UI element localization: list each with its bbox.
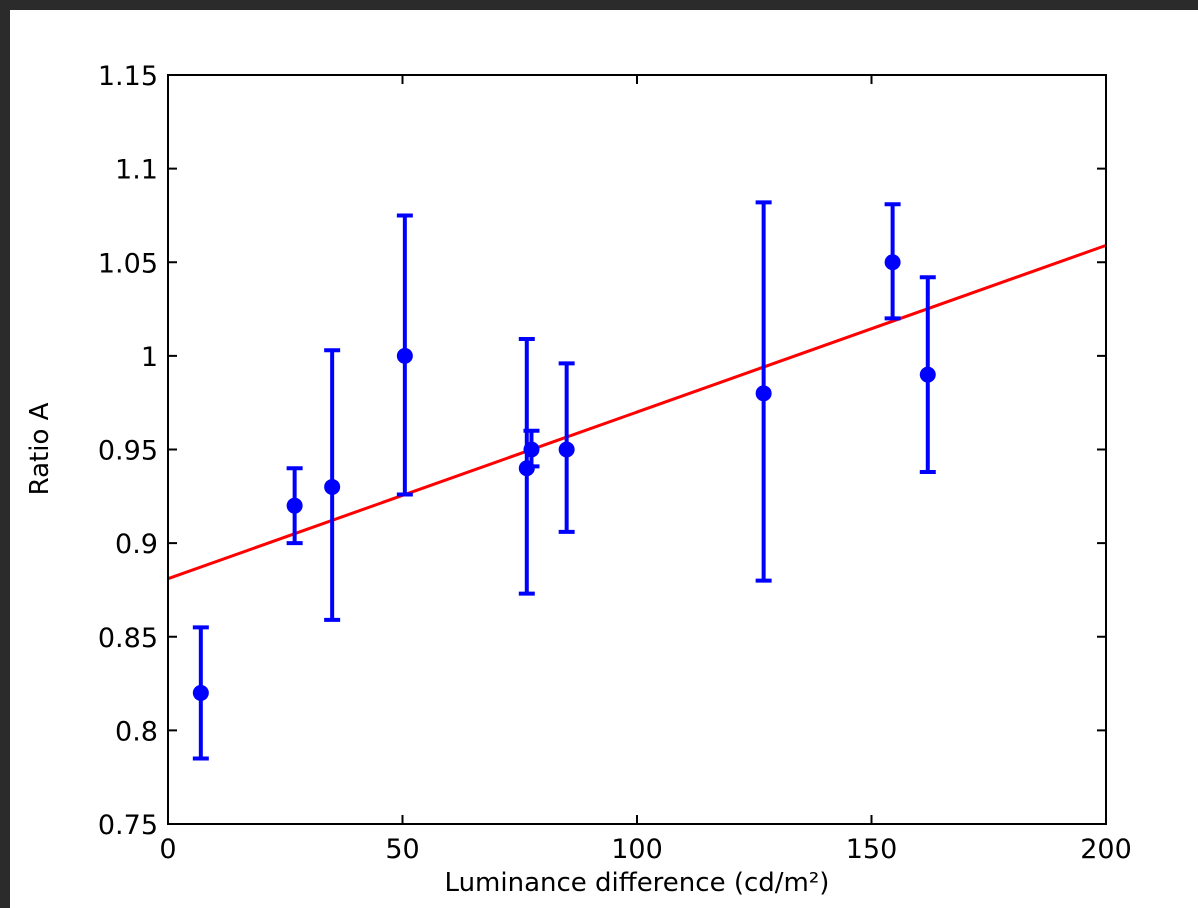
data-point-marker	[286, 497, 303, 514]
x-axis-title: Luminance difference (cd/m²)	[445, 868, 830, 898]
data-point-marker	[324, 478, 341, 495]
data-point-group	[396, 213, 413, 497]
y-tick-label: 0.8	[115, 716, 158, 747]
data-point-group	[286, 466, 303, 546]
data-point-group	[919, 275, 936, 474]
data-point-marker	[884, 254, 901, 271]
data-point-group	[523, 428, 540, 469]
x-tick-label: 150	[846, 834, 898, 865]
y-tick-label: 1.05	[98, 248, 158, 279]
x-tick-label: 50	[385, 834, 419, 865]
errorbar-layer	[192, 200, 936, 761]
data-point-group	[324, 348, 341, 622]
fit-line	[167, 243, 1107, 581]
data-point-marker	[192, 684, 209, 701]
data-point-marker	[396, 347, 413, 364]
data-point-marker	[919, 366, 936, 383]
plot-area	[168, 75, 1106, 824]
y-tick-label: 0.75	[98, 810, 158, 841]
x-tick-label: 200	[1080, 834, 1132, 865]
data-point-marker	[755, 385, 772, 402]
plot-frame	[167, 74, 1107, 825]
tick-label-layer: 0 50 100 150 200 0.75 0.8 0.85 0.9 0.95 1 1.05 1.1 1.…	[98, 61, 1132, 865]
y-tick-label: 0.9	[115, 529, 158, 560]
y-tick-label: 1.1	[115, 155, 158, 186]
fit-layer	[167, 243, 1107, 581]
x-tick-label: 100	[611, 834, 663, 865]
data-point-group	[884, 202, 901, 321]
y-axis-title: Ratio A	[25, 402, 55, 495]
data-point-group	[192, 625, 209, 761]
data-point-marker	[558, 441, 575, 458]
data-point-group	[755, 200, 772, 583]
data-point-marker	[523, 441, 540, 458]
x-tick-label: 0	[159, 834, 176, 865]
y-tick-label: 0.95	[98, 436, 158, 467]
y-tick-label: 1.15	[98, 61, 158, 92]
scatter-chart: 0 50 100 150 200 0.75 0.8 0.85 0.9 0.95 1 1.05 1.1 1.…	[25, 61, 1132, 898]
figure-panel: 0 50 100 150 200 0.75 0.8 0.85 0.9 0.95 1 1.05 1.1 1.…	[10, 10, 1198, 908]
y-tick-label: 0.85	[98, 623, 158, 654]
data-point-group	[558, 361, 575, 534]
y-tick-label: 1	[141, 342, 158, 373]
